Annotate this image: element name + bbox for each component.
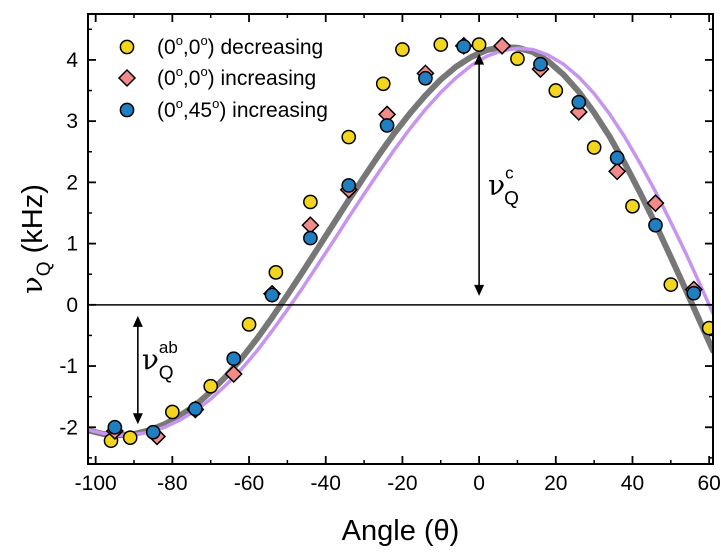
data-point [375,76,391,92]
data-point [341,129,357,145]
data-point [663,277,679,292]
data-point [609,150,625,166]
arrow-head-up [474,53,485,65]
data-point [379,118,395,133]
arrow-head-down [474,284,485,296]
data-point [686,285,702,301]
data-point [533,56,548,72]
data-point [456,39,472,54]
annotations: νc Q νab Q [132,53,519,425]
y-tick-label: -2 [59,416,78,439]
x-tick-label: -80 [157,472,187,495]
legend-item-decreasing-0-0: (0o,0o) decreasing [119,33,323,59]
label-nu-q-c: νc Q [488,164,519,210]
y-tick-label: 3 [66,110,78,133]
legend-label: (0o,0o) decreasing [157,33,323,59]
axis-titles: Angle (θ) νQ (kHz) [15,184,459,547]
x-axis-title: Angle (θ) [342,515,460,547]
x-tick-label: 20 [544,472,567,495]
x-tick-label: -60 [234,472,264,495]
x-tick-label: -40 [311,472,341,495]
y-tick-label: 2 [66,171,78,194]
data-point [395,42,410,57]
legend-label: (0o,0o) increasing [157,64,316,90]
data-point [493,36,512,55]
data-point [264,287,280,303]
y-tick-label: 0 [66,294,78,317]
data-point [226,351,242,367]
legend-label: (0o,45o) increasing [157,96,328,122]
y-axis-title: νQ (kHz) [15,184,55,294]
y-tick-label: 4 [66,49,78,72]
data-point [571,94,587,110]
axes: -100 -80 -60 -40 -20 0 20 40 60 -2 -1 0 1 2 3 4 [59,13,721,495]
data-point [145,424,161,440]
data-point [341,178,357,193]
arrow-head-down [132,413,143,425]
data-point [165,404,180,420]
y-tick-label: -1 [59,355,78,378]
x-tick-label: 0 [473,472,485,495]
data-point [648,217,663,233]
data-point [586,140,602,155]
x-tick-label: 60 [697,472,720,495]
legend-item-increasing-0-0: (0o,0o) increasing [117,64,316,90]
x-tick-label: 40 [621,472,644,495]
arrow-head-up [132,315,143,327]
data-points [103,36,713,449]
data-point [224,364,243,384]
legend-marker [117,68,137,88]
data-point [268,265,284,280]
data-point [203,378,219,394]
arrow-nu-q-ab: νab Q [132,315,178,425]
arrow-nu-q-c: νc Q [474,53,519,296]
legend-item-increasing-0-45: (0o,45o) increasing [119,96,328,122]
data-point [122,430,138,446]
data-point [188,401,203,417]
data-point [471,37,487,52]
legend-marker [119,39,135,55]
series-increasing-0-45 [107,39,702,440]
legend: (0o,0o) decreasing (0o,0o) increasing (0o,… [117,33,328,122]
data-point [303,230,318,246]
data-point [418,70,433,86]
x-tick-label: -20 [387,472,417,495]
x-tick-label: -100 [75,472,117,495]
data-point [646,194,665,213]
y-tick-label: 1 [66,233,78,256]
data-point [625,198,640,214]
data-point [107,419,123,435]
series-decreasing-0-0 [103,37,713,449]
data-point [433,37,449,52]
data-point [608,162,627,181]
data-point [510,51,525,67]
data-point [548,83,564,98]
data-point [241,317,257,332]
data-point [303,194,318,210]
legend-marker [119,102,135,118]
label-nu-q-ab: νab Q [142,338,178,384]
plot-frame [87,13,714,465]
